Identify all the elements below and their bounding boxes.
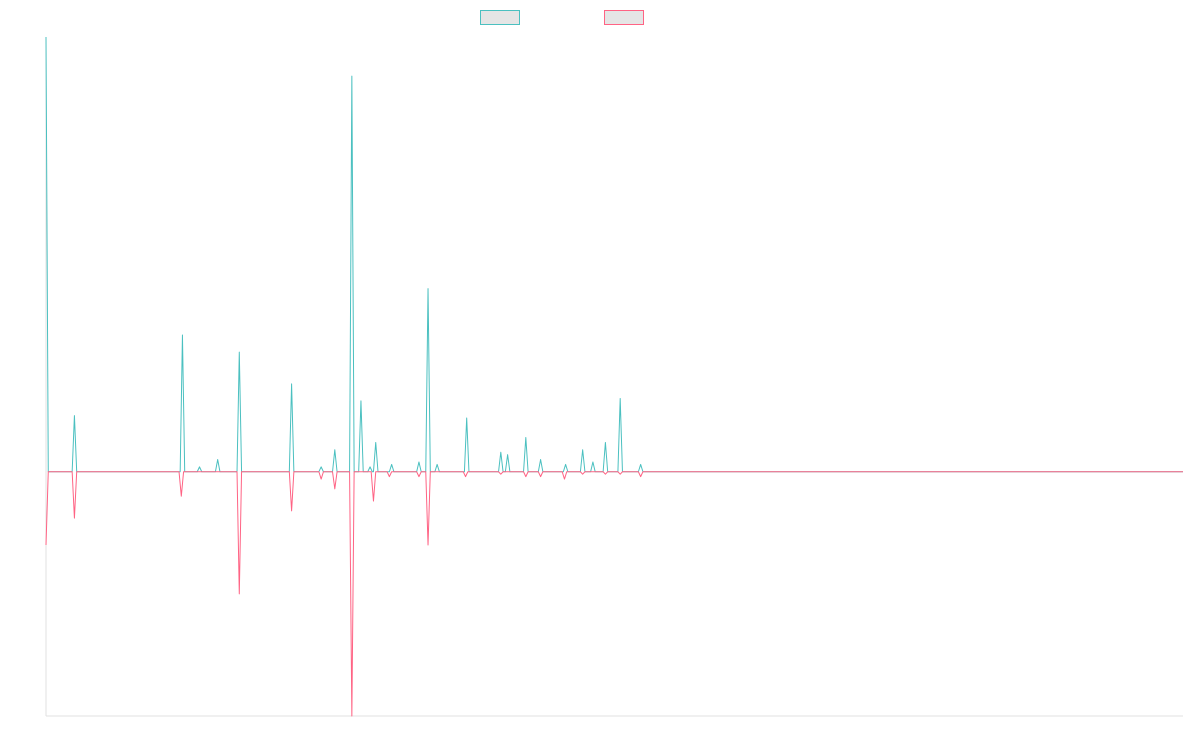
series-lines <box>45 36 1183 717</box>
series-0-line <box>45 36 1183 473</box>
series-1-line <box>45 471 1183 717</box>
legend-swatch-series-0[interactable] <box>480 10 520 25</box>
axes <box>45 37 1183 717</box>
legend-swatch-series-1[interactable] <box>604 10 644 25</box>
